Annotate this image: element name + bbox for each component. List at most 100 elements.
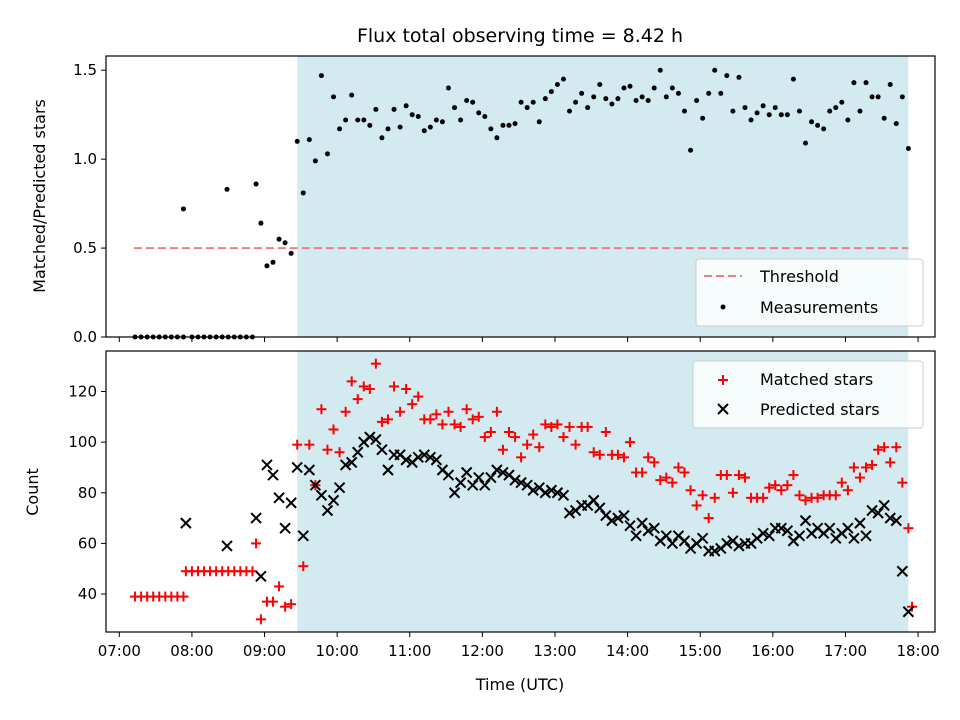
predicted-star-point <box>763 530 775 542</box>
measurement-point <box>452 105 458 111</box>
matched-star-point <box>867 459 878 470</box>
top-x-ticks <box>118 337 919 342</box>
matched-star-point <box>625 437 636 448</box>
matched-star-point <box>352 394 363 405</box>
matched-star-point <box>552 419 563 430</box>
predicted-star-point <box>630 530 642 542</box>
predicted-star-point <box>721 537 733 550</box>
measurement-point <box>881 115 887 121</box>
measurement-point <box>506 122 512 128</box>
matched-star-point <box>510 432 521 443</box>
matched-star-point <box>739 472 750 483</box>
measurement-point <box>591 94 597 100</box>
predicted-star-point <box>878 499 890 512</box>
measurement-point <box>669 85 675 91</box>
measurement-point <box>403 103 409 109</box>
predicted-star-point <box>180 517 192 529</box>
measurement-point <box>712 67 718 73</box>
matched-star-point <box>861 462 872 473</box>
matched-star-point <box>546 421 557 432</box>
measurement-point <box>180 206 186 212</box>
measurement-point <box>433 117 439 123</box>
predicted-star-point <box>775 522 788 534</box>
predicted-star-point <box>678 535 691 547</box>
matched-star-point <box>328 424 339 435</box>
top-y-axis-label: Matched/Predicted stars <box>30 99 49 293</box>
predicted-star-point <box>539 487 552 499</box>
predicted-legend-label: Predicted stars <box>760 400 880 419</box>
top-y-tick-label: 1.5 <box>73 61 97 79</box>
matched-star-point <box>618 452 629 463</box>
measurement-point <box>409 112 415 118</box>
predicted-legend-swatch <box>717 403 729 415</box>
matched-star-point <box>854 472 865 483</box>
measurement-point <box>603 96 609 102</box>
matched-star-point <box>334 447 345 458</box>
measurement-point <box>585 105 591 111</box>
x-tick-label: 08:00 <box>170 642 213 660</box>
predicted-star-point <box>557 489 570 502</box>
predicted-star-point <box>890 514 902 527</box>
measurement-point <box>803 140 809 146</box>
matched-star-point <box>721 470 732 481</box>
matched-star-point <box>879 442 890 453</box>
measurement-point <box>518 99 524 105</box>
matched-star-point <box>637 467 648 478</box>
matched-star-point <box>679 467 690 478</box>
top-legend: Threshold Measurements <box>695 258 924 327</box>
measurements-legend-swatch <box>720 304 726 310</box>
matched-star-point <box>370 358 381 369</box>
predicted-star-point <box>624 519 636 532</box>
predicted-star-point <box>448 487 461 499</box>
measurement-point <box>324 151 330 157</box>
matched-star-point <box>776 485 787 496</box>
bottom-plot-frame <box>105 350 936 633</box>
measurement-point <box>839 99 845 105</box>
matched-star-point <box>437 419 448 430</box>
predicted-star-point <box>509 474 521 486</box>
bottom-panel: 07:00 08:00 09:00 10:00 11:00 12:00 13:00 14:00… <box>23 350 940 694</box>
measurement-point <box>439 119 445 125</box>
matched-star-point <box>322 444 333 455</box>
top-y-tick-label: 0.5 <box>73 239 97 257</box>
predicted-star-point <box>866 504 878 517</box>
measurement-point <box>288 250 294 256</box>
matched-star-point <box>516 452 527 463</box>
predicted-star-point <box>267 469 279 481</box>
measurement-point <box>627 83 633 89</box>
predicted-star-point <box>793 530 806 542</box>
matched-star-point <box>782 480 793 491</box>
predicted-star-point <box>757 527 769 539</box>
measurement-point <box>633 97 639 103</box>
measurement-point <box>482 113 488 119</box>
predicted-star-point <box>902 606 915 618</box>
matched-star-point <box>255 614 266 625</box>
predicted-star-point <box>872 507 884 519</box>
measurement-point <box>754 110 760 116</box>
predicted-star-point <box>551 487 564 499</box>
matched-star-point <box>703 513 714 524</box>
predicted-star-points <box>180 431 915 618</box>
predicted-star-point <box>364 431 376 443</box>
matched-star-point <box>770 480 781 491</box>
top-y-tick-label: 0.0 <box>73 328 97 346</box>
bottom-y-tick-label: 80 <box>78 484 97 502</box>
predicted-star-point <box>382 464 394 476</box>
measurement-point <box>349 92 355 98</box>
measurement-point <box>560 76 566 82</box>
predicted-star-point <box>824 522 836 534</box>
predicted-star-point <box>563 507 576 519</box>
predicted-star-point <box>497 466 509 479</box>
measurement-point <box>536 119 542 125</box>
predicted-star-point <box>352 446 364 458</box>
predicted-star-point <box>442 469 455 481</box>
predicted-star-point <box>799 514 812 527</box>
top-legend-box <box>695 258 924 327</box>
matched-star-point <box>667 477 678 488</box>
matched-star-point <box>528 429 539 440</box>
measurement-point <box>270 259 276 265</box>
x-tick-label: 13:00 <box>533 642 576 660</box>
matched-star-point <box>461 404 472 415</box>
measurement-point <box>675 90 681 96</box>
matched-star-point <box>594 449 605 460</box>
